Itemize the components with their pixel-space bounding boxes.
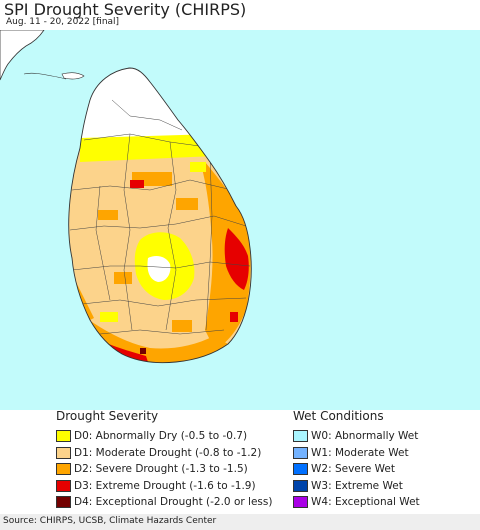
- map-subtitle: Aug. 11 - 20, 2022 [final]: [6, 17, 120, 27]
- legend-swatch-d4: [56, 496, 71, 508]
- legend-label-w4: W4: Exceptional Wet: [311, 496, 420, 508]
- sri-lanka-drought-map: [0, 30, 480, 410]
- d0-patch: [190, 162, 206, 172]
- legend-item-d3: D3: Extreme Drought (-1.6 to -1.9): [56, 478, 272, 494]
- legend-item-w0: W0: Abnormally Wet: [293, 428, 420, 444]
- d3-patch: [130, 180, 144, 188]
- island-outline: [68, 67, 252, 364]
- d2-patch: [114, 272, 132, 284]
- drought-legend: D0: Abnormally Dry (-0.5 to -0.7) D1: Mo…: [56, 428, 272, 511]
- d3-patch: [230, 312, 238, 322]
- legend-swatch-w3: [293, 479, 308, 492]
- wet-legend: W0: Abnormally Wet W1: Moderate Wet W2: …: [293, 428, 420, 511]
- wet-legend-title: Wet Conditions: [293, 409, 384, 423]
- legend-swatch-w1: [293, 446, 308, 459]
- legend-label-d2: D2: Severe Drought (-1.3 to -1.5): [74, 463, 248, 475]
- central-white-patch: [147, 256, 171, 282]
- adams-bridge: [23, 72, 67, 80]
- legend-item-d4: D4: Exceptional Drought (-2.0 or less): [56, 494, 272, 510]
- legend-item-d1: D1: Moderate Drought (-0.8 to -1.2): [56, 445, 272, 461]
- legend-swatch-d3: [56, 479, 71, 492]
- d0-patch: [100, 312, 118, 322]
- footer-bar: [0, 514, 480, 530]
- map-title: SPI Drought Severity (CHIRPS): [4, 0, 247, 19]
- legend-item-d0: D0: Abnormally Dry (-0.5 to -0.7): [56, 428, 272, 444]
- legend-item-d2: D2: Severe Drought (-1.3 to -1.5): [56, 461, 272, 477]
- legend-label-d0: D0: Abnormally Dry (-0.5 to -0.7): [74, 430, 248, 442]
- legend-label-w0: W0: Abnormally Wet: [311, 430, 419, 442]
- legend-item-w2: W2: Severe Wet: [293, 461, 420, 477]
- legend-item-w3: W3: Extreme Wet: [293, 478, 420, 494]
- d4-patch: [140, 348, 146, 354]
- legend-item-w1: W1: Moderate Wet: [293, 445, 420, 461]
- d2-patch: [172, 320, 192, 332]
- legend-label-d3: D3: Extreme Drought (-1.6 to -1.9): [74, 479, 256, 492]
- legend-label-d1: D1: Moderate Drought (-0.8 to -1.2): [74, 446, 262, 459]
- d2-patch: [176, 198, 198, 210]
- d2-patch: [98, 210, 118, 220]
- d3-south-coast: [104, 342, 148, 362]
- legend-swatch-w2: [293, 463, 308, 475]
- d3-east-coast: [224, 228, 249, 290]
- legend-swatch-d1: [56, 446, 71, 459]
- legend-label-w1: W1: Moderate Wet: [311, 446, 409, 459]
- legend-label-w3: W3: Extreme Wet: [311, 479, 403, 492]
- district-boundaries: [69, 99, 251, 335]
- legend-swatch-d2: [56, 463, 71, 475]
- legend-swatch-w4: [293, 496, 308, 508]
- d0-north-band: [80, 134, 215, 162]
- india-coast: [0, 30, 45, 81]
- legend-label-w2: W2: Severe Wet: [311, 463, 395, 475]
- legend-swatch-d0: [56, 430, 71, 442]
- legend-item-w4: W4: Exceptional Wet: [293, 494, 420, 510]
- mannar-island: [61, 72, 85, 80]
- legend-swatch-w0: [293, 430, 308, 442]
- drought-legend-title: Drought Severity: [56, 409, 159, 423]
- legend-label-d4: D4: Exceptional Drought (-2.0 or less): [74, 496, 273, 508]
- source-credit: Source: CHIRPS, UCSB, Climate Hazards Ce…: [3, 516, 217, 526]
